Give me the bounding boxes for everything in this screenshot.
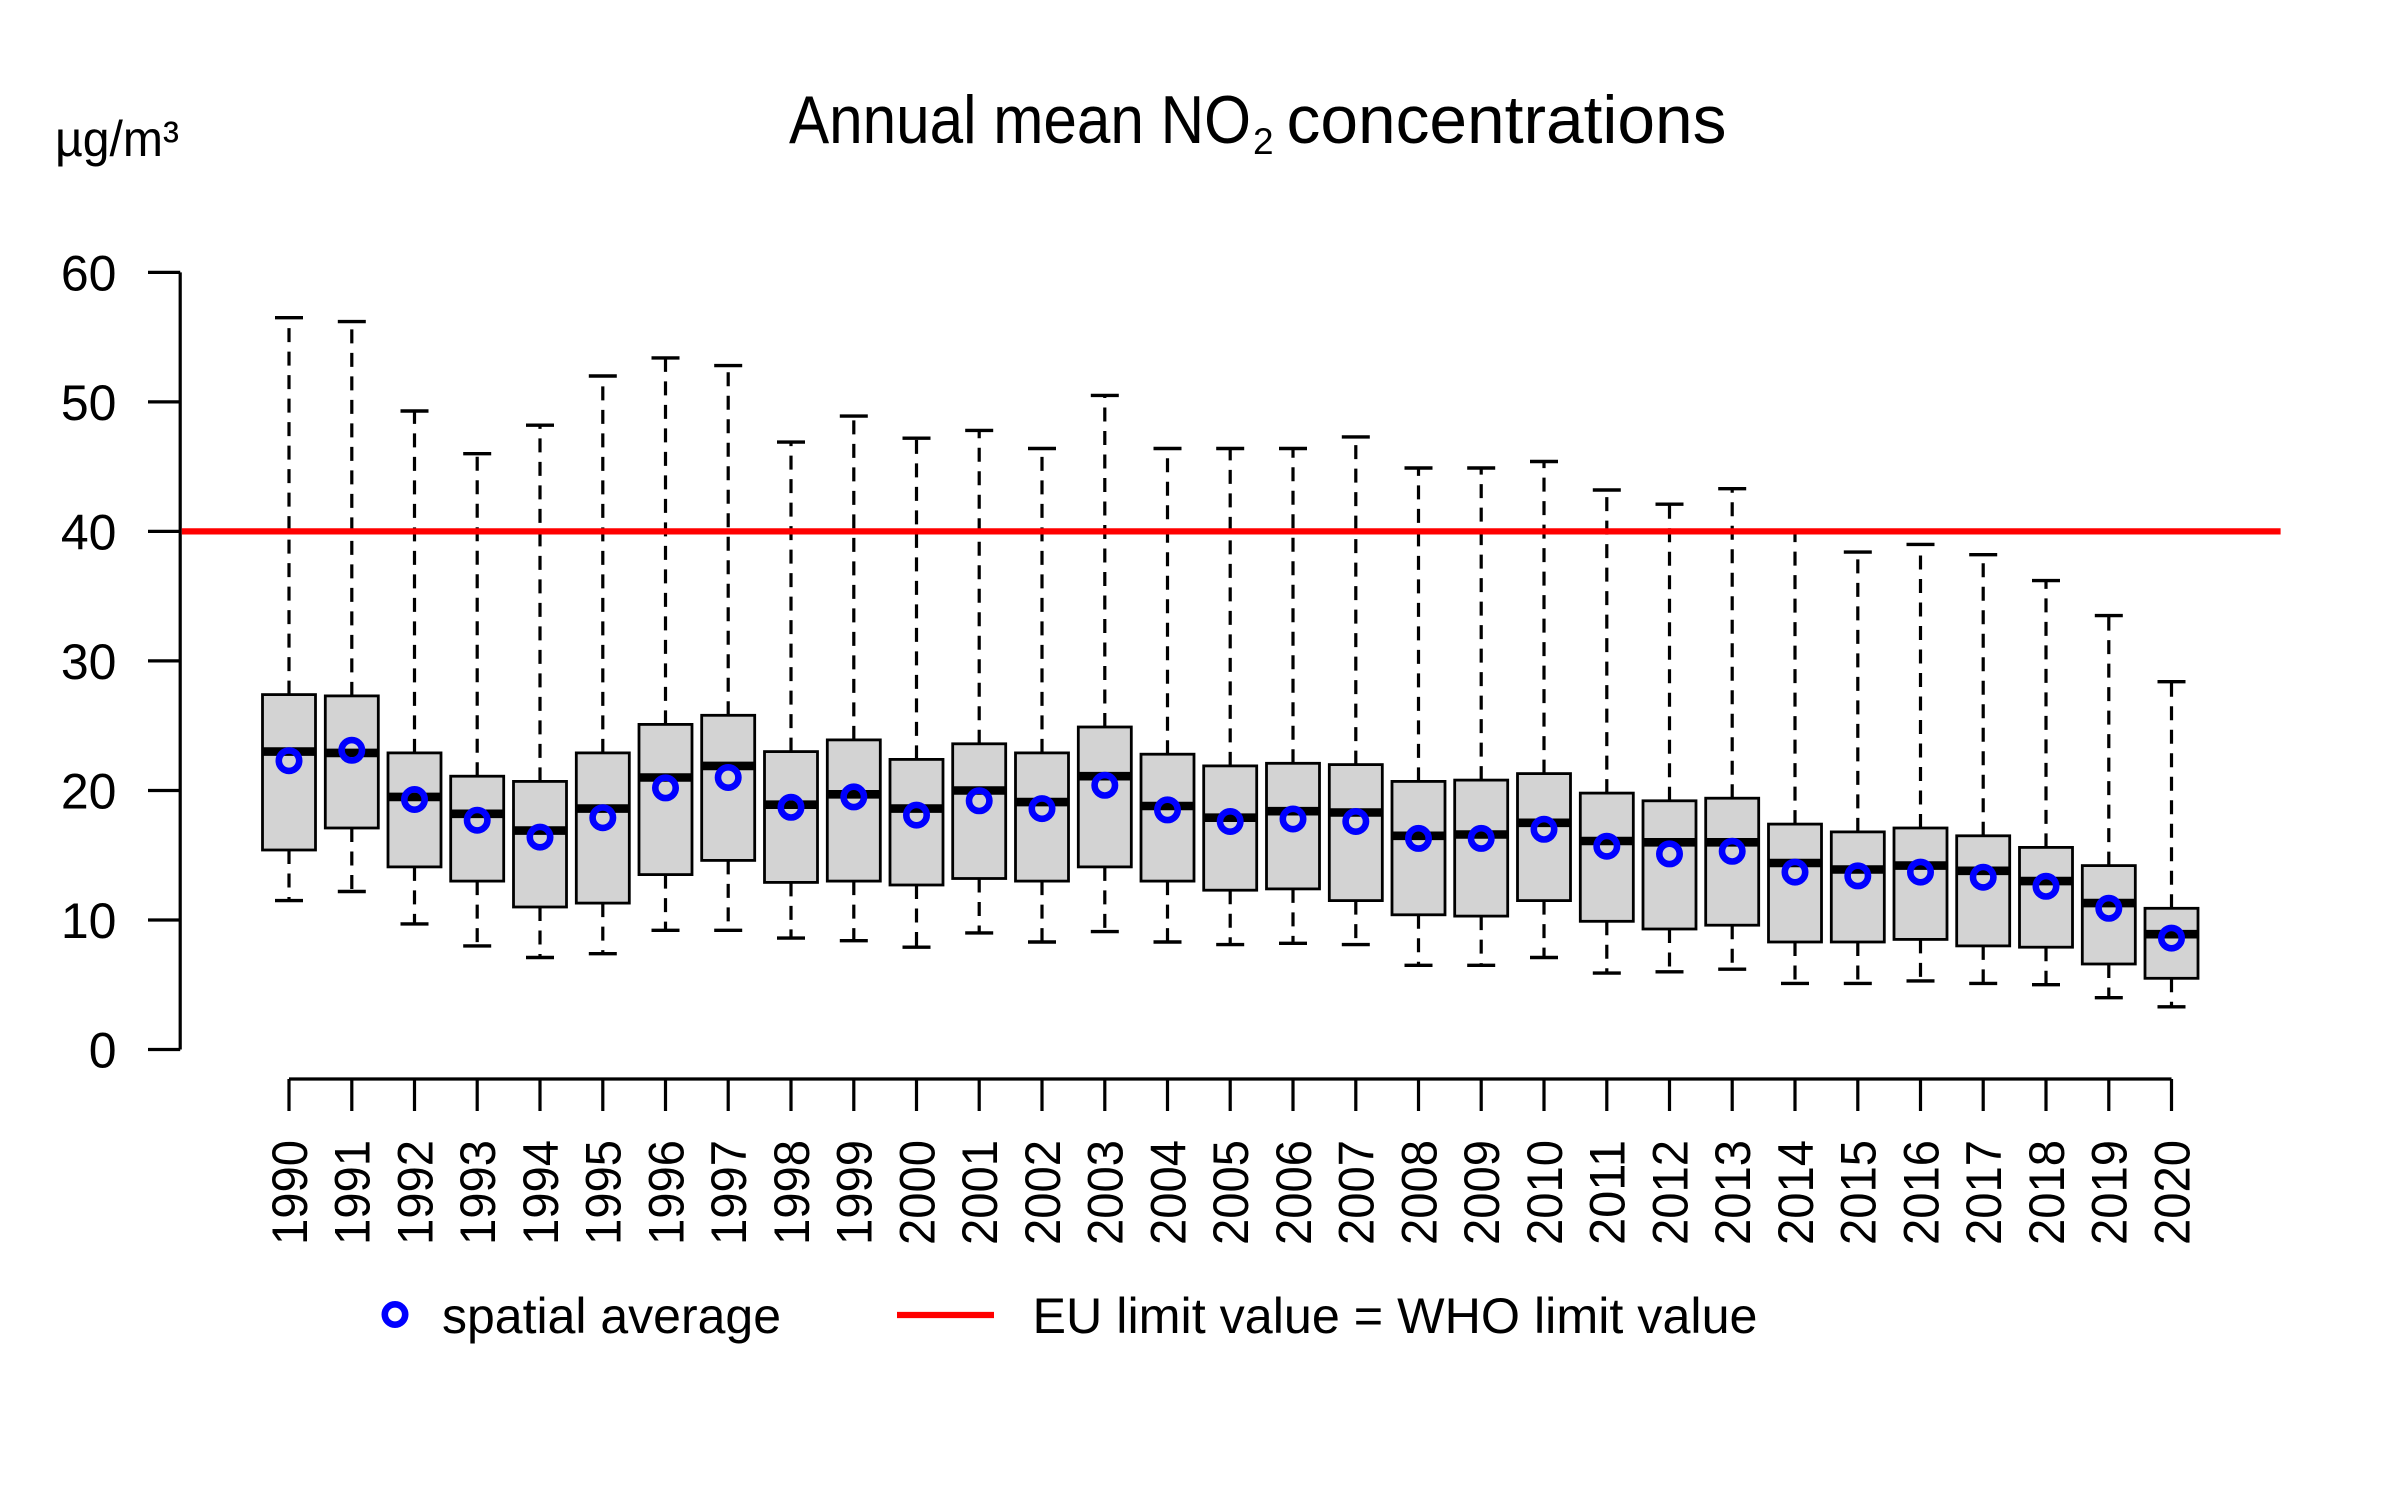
svg-text:1994: 1994 bbox=[513, 1140, 569, 1245]
svg-text:1998: 1998 bbox=[764, 1140, 820, 1245]
svg-text:EU limit value = WHO limit val: EU limit value = WHO limit value bbox=[1033, 1288, 1758, 1344]
svg-text:2002: 2002 bbox=[1015, 1140, 1071, 1245]
svg-text:2011: 2011 bbox=[1580, 1140, 1636, 1245]
svg-text:2015: 2015 bbox=[1831, 1140, 1887, 1245]
svg-text:30: 30 bbox=[61, 634, 117, 690]
svg-text:2009: 2009 bbox=[1454, 1140, 1510, 1245]
svg-text:2013: 2013 bbox=[1705, 1140, 1761, 1245]
svg-text:60: 60 bbox=[61, 245, 117, 301]
svg-text:1993: 1993 bbox=[450, 1140, 506, 1245]
svg-text:µg/m³: µg/m³ bbox=[55, 111, 179, 167]
svg-text:2005: 2005 bbox=[1203, 1140, 1259, 1245]
svg-text:2: 2 bbox=[1253, 121, 1274, 162]
svg-text:1997: 1997 bbox=[701, 1140, 757, 1245]
svg-text:2017: 2017 bbox=[1956, 1140, 2012, 1245]
svg-text:10: 10 bbox=[61, 893, 117, 949]
svg-text:2019: 2019 bbox=[2082, 1140, 2138, 1245]
svg-text:2007: 2007 bbox=[1329, 1140, 1385, 1245]
svg-text:spatial average: spatial average bbox=[442, 1288, 781, 1344]
svg-text:1999: 1999 bbox=[827, 1140, 883, 1245]
svg-text:2004: 2004 bbox=[1140, 1140, 1196, 1245]
svg-text:1992: 1992 bbox=[387, 1140, 443, 1245]
svg-text:2016: 2016 bbox=[1893, 1140, 1949, 1245]
svg-text:1991: 1991 bbox=[325, 1140, 381, 1245]
svg-text:2014: 2014 bbox=[1768, 1140, 1824, 1245]
svg-text:0: 0 bbox=[89, 1022, 117, 1078]
svg-text:2006: 2006 bbox=[1266, 1140, 1322, 1245]
svg-text:concentrations: concentrations bbox=[1287, 82, 1727, 158]
svg-text:1996: 1996 bbox=[638, 1140, 694, 1245]
svg-text:2012: 2012 bbox=[1642, 1140, 1698, 1245]
svg-text:2010: 2010 bbox=[1517, 1140, 1573, 1245]
svg-text:2020: 2020 bbox=[2144, 1140, 2200, 1245]
svg-text:2001: 2001 bbox=[952, 1140, 1008, 1245]
svg-text:2000: 2000 bbox=[889, 1140, 945, 1245]
svg-text:50: 50 bbox=[61, 375, 117, 431]
svg-text:Annual mean NO: Annual mean NO bbox=[789, 82, 1251, 158]
svg-text:20: 20 bbox=[61, 763, 117, 819]
svg-text:1995: 1995 bbox=[576, 1140, 632, 1245]
svg-text:1990: 1990 bbox=[262, 1140, 318, 1245]
svg-text:2003: 2003 bbox=[1078, 1140, 1134, 1245]
svg-text:2008: 2008 bbox=[1391, 1140, 1447, 1245]
svg-text:2018: 2018 bbox=[2019, 1140, 2075, 1245]
svg-text:40: 40 bbox=[61, 504, 117, 560]
